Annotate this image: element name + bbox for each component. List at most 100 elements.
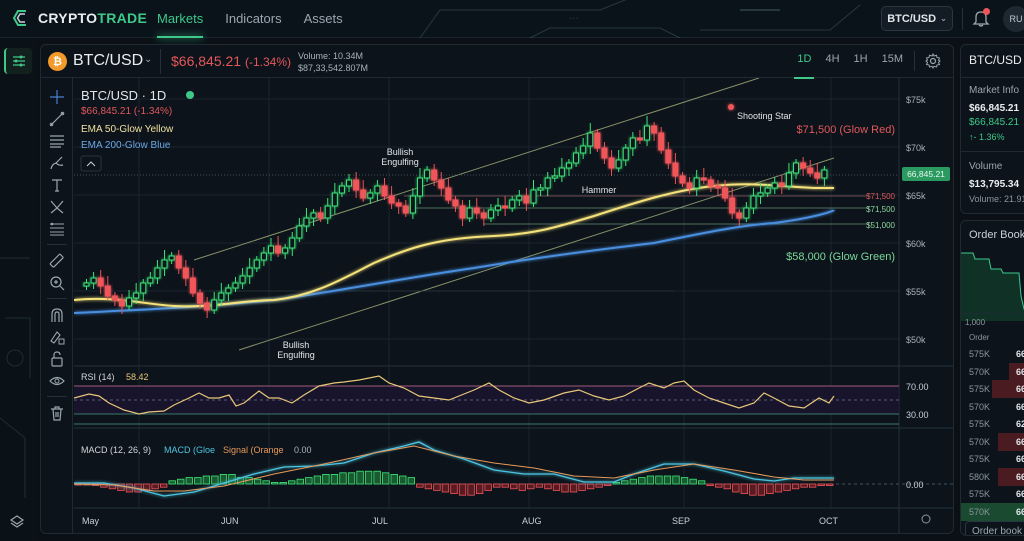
order-book-row[interactable]: 575K 62: [961, 415, 1024, 433]
order-size: 575K: [969, 419, 991, 429]
macd-axis-label: 0.00: [906, 480, 924, 490]
order-price: 66: [1016, 471, 1024, 482]
pair-select-label: BTC/USD: [887, 12, 937, 25]
depth-bar: [998, 467, 1024, 486]
annotation-bullish-engulfing: Engulfing: [381, 157, 419, 167]
macd-histogram: [74, 470, 834, 496]
pair-title[interactable]: BTC/USD: [73, 52, 144, 69]
level-label-resistance: $71,500 (Glow Red): [797, 124, 895, 136]
order-price: 66: [1016, 384, 1024, 394]
left-rail: [0, 38, 38, 541]
annotation-bullish-engulfing-2: Bullish: [283, 340, 310, 350]
text-icon[interactable]: [49, 177, 65, 193]
svg-text:JUN: JUN: [221, 516, 239, 526]
tab-1h[interactable]: 1H: [853, 53, 868, 65]
order-book-row[interactable]: 575K 66: [961, 380, 1024, 398]
collapse-legend-button[interactable]: [80, 155, 102, 172]
order-book-row[interactable]: 575K 66: [961, 450, 1024, 468]
annotation-hammer: Hammer: [582, 185, 617, 195]
chart-area[interactable]: BTC/USD · 1D $66,845.21 (-1.34%) EMA 50-…: [73, 77, 954, 534]
logo[interactable]: CRYPTOTRADE: [12, 8, 147, 28]
candlesticks: [83, 104, 828, 318]
macd-signal-label: Signal (Orange: [223, 445, 284, 455]
brand-name: CRYPTOTRADE: [38, 10, 147, 26]
order-book-button[interactable]: Order book: [965, 521, 1024, 535]
volume-info: Volume: 10.34M $87,33,542.807M: [298, 50, 368, 74]
order-size: 570K: [969, 401, 991, 412]
lock-drawing-icon[interactable]: [49, 329, 65, 345]
main-nav: Markets Indicators Assets: [157, 0, 365, 38]
price-axis: $75k $70k $65k $60k $55k $50k: [906, 95, 926, 345]
brush-icon[interactable]: [49, 155, 65, 171]
svg-text:OCT: OCT: [819, 516, 839, 526]
fib-icon[interactable]: [49, 221, 65, 237]
order-book-title: Order Book: [969, 229, 1024, 241]
level-label: $51,000: [866, 221, 895, 230]
bell-icon[interactable]: [972, 8, 990, 28]
tab-4h[interactable]: 4H: [825, 53, 840, 65]
chevron-up-icon: [86, 161, 96, 167]
side-pair-title: BTC/USD: [969, 53, 1022, 67]
horizontal-lines-icon[interactable]: [49, 133, 65, 149]
rsi-upper-label: 70.00: [906, 382, 929, 392]
level-label-support: $58,000 (Glow Green): [786, 251, 895, 263]
trendline-icon[interactable]: [49, 111, 65, 127]
market-info-panel: BTC/USD Market Info $66,845.21 $66,845.2…: [960, 44, 1024, 214]
side-volume-sub: Volume: 21.91: [969, 194, 1024, 204]
order-size: 575K: [969, 349, 991, 359]
trash-icon[interactable]: [49, 405, 65, 421]
nav-assets[interactable]: Assets: [303, 11, 343, 26]
zoom-in-icon[interactable]: [49, 275, 65, 291]
divider: [160, 49, 161, 74]
order-size: 575K: [969, 384, 991, 394]
rsi-line: [73, 375, 835, 415]
price-chart[interactable]: BTC/USD · 1D $66,845.21 (-1.34%) EMA 50-…: [73, 77, 954, 534]
rsi-band: [74, 386, 899, 414]
order-book-row[interactable]: 570K 66: [961, 398, 1024, 416]
logo-icon: [12, 10, 26, 26]
annotation-bullish-engulfing-2: Engulfing: [277, 350, 315, 360]
nav-indicators[interactable]: Indicators: [225, 11, 282, 26]
order-book-row[interactable]: 575K 66: [961, 345, 1024, 363]
order-book-row[interactable]: 570K 66: [961, 362, 1024, 381]
svg-text:• • •: • • •: [570, 16, 578, 22]
tab-1d[interactable]: 1D: [794, 53, 815, 79]
order-book-row[interactable]: 570K 66: [961, 502, 1024, 521]
order-size: 570K: [969, 506, 991, 517]
order-price: 66: [1016, 454, 1024, 464]
rsi-value: 58.42: [126, 372, 149, 382]
svg-text:$50k: $50k: [906, 335, 926, 345]
avatar[interactable]: RU: [1003, 6, 1024, 32]
pattern-icon[interactable]: [49, 199, 65, 215]
time-axis: May JUN JUL AUG SEP OCT: [82, 516, 839, 526]
order-book-row[interactable]: 570K 66: [961, 432, 1024, 451]
crosshair-icon[interactable]: [49, 89, 65, 105]
chart-panel: ₿ BTC/USD ⌄ $66,845.21 (-1.34%) Volume: …: [40, 44, 954, 534]
order-price: 66: [1016, 489, 1024, 499]
depth-chart: [961, 252, 1024, 321]
ruler-icon[interactable]: [49, 253, 65, 269]
brand-main: CRYPTO: [38, 10, 98, 26]
order-book-row[interactable]: 580K 66: [961, 467, 1024, 486]
magnet-icon[interactable]: [49, 307, 65, 323]
layers-icon[interactable]: [9, 514, 25, 530]
order-size: 570K: [969, 436, 991, 447]
legend-ema200: EMA 200-Glow Blue: [81, 140, 171, 151]
chevron-down-icon[interactable]: ⌄: [144, 54, 153, 65]
tab-15m[interactable]: 15M: [881, 53, 903, 65]
filters-button[interactable]: [4, 48, 32, 74]
svg-text:AUG: AUG: [522, 516, 542, 526]
divider: [961, 77, 1024, 78]
pair-select[interactable]: BTC/USD ⌄: [881, 6, 953, 31]
order-book-row[interactable]: 575K 66: [961, 485, 1024, 503]
depth-bar: [1008, 362, 1024, 381]
chart-legend-title: BTC/USD · 1D: [81, 88, 166, 103]
eye-icon[interactable]: [49, 373, 65, 389]
price-change: (-1.34%): [244, 55, 291, 69]
current-price-label: 66,845.21: [907, 169, 945, 179]
divider: [914, 51, 915, 71]
reset-axis-icon[interactable]: [921, 514, 931, 524]
unlock-icon[interactable]: [49, 351, 65, 367]
nav-markets[interactable]: Markets: [157, 0, 204, 38]
gear-icon[interactable]: [925, 53, 941, 69]
